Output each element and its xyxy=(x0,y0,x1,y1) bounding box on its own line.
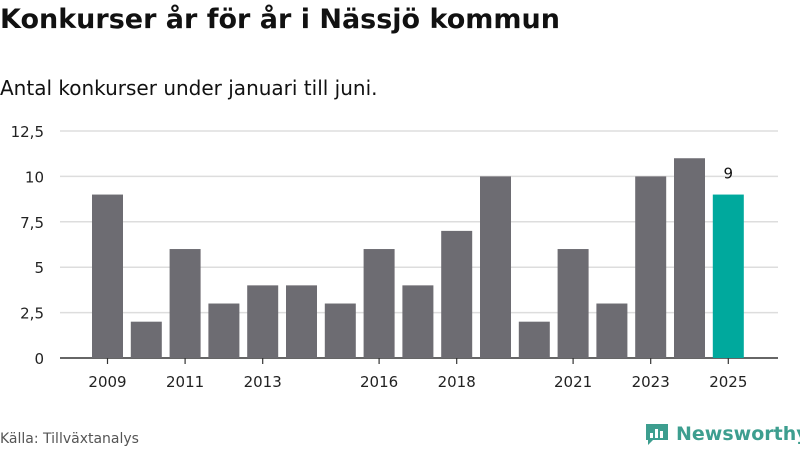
x-tick-label: 2011 xyxy=(166,373,204,391)
y-tick-label: 7,5 xyxy=(20,214,44,232)
source-note: Källa: Tillväxtanalys xyxy=(0,431,139,447)
x-tick-label: 2018 xyxy=(438,373,476,391)
newsworthy-logo-icon xyxy=(646,424,668,445)
bar-2015 xyxy=(324,303,356,358)
x-tick-label: 2021 xyxy=(554,373,592,391)
y-tick-label: 10 xyxy=(25,168,44,186)
bar-2025 xyxy=(712,194,744,358)
bar-2023 xyxy=(635,176,667,358)
bar-2016 xyxy=(363,249,395,358)
x-tick-label: 2009 xyxy=(88,373,126,391)
bar-2012 xyxy=(208,303,240,358)
brand-logo: Newsworthy xyxy=(644,420,800,448)
bar-2014 xyxy=(286,285,317,358)
bar-2024 xyxy=(674,158,705,358)
x-axis-ticks: 2009 2011 2013 2016 2018 2021 2023 2025 xyxy=(88,358,747,391)
bar-2021 xyxy=(557,249,589,358)
bar-2022 xyxy=(596,303,628,358)
bar-2017 xyxy=(402,285,434,358)
data-labels: 9 xyxy=(724,165,734,183)
y-tick-label: 12,5 xyxy=(11,123,44,141)
y-tick-label: 5 xyxy=(34,259,44,277)
bars xyxy=(92,158,744,358)
bar-2013 xyxy=(247,285,279,358)
chart-subtitle: Antal konkurser under januari till juni. xyxy=(0,76,378,100)
x-tick-label: 2023 xyxy=(632,373,670,391)
bar-2009 xyxy=(92,194,123,358)
bar-2018 xyxy=(441,230,473,358)
bar-2020 xyxy=(518,321,550,358)
brand-name: Newsworthy xyxy=(676,423,800,445)
x-tick-label: 2016 xyxy=(360,373,398,391)
y-tick-label: 0 xyxy=(34,350,44,368)
bar-chart: 9 0 2,5 5 7,5 10 12,5 2009 2011 2013 2016 2018 202… xyxy=(11,123,778,391)
data-label: 9 xyxy=(724,165,734,183)
x-tick-label: 2013 xyxy=(244,373,282,391)
y-axis-ticks: 0 2,5 5 7,5 10 12,5 xyxy=(11,123,44,368)
bar-2011 xyxy=(169,249,201,358)
bar-2010 xyxy=(130,321,162,358)
y-tick-label: 2,5 xyxy=(20,305,44,323)
x-tick-label: 2025 xyxy=(709,373,747,391)
chart-title: Konkurser år för år i Nässjö kommun xyxy=(0,4,560,35)
bar-2019 xyxy=(480,176,511,358)
